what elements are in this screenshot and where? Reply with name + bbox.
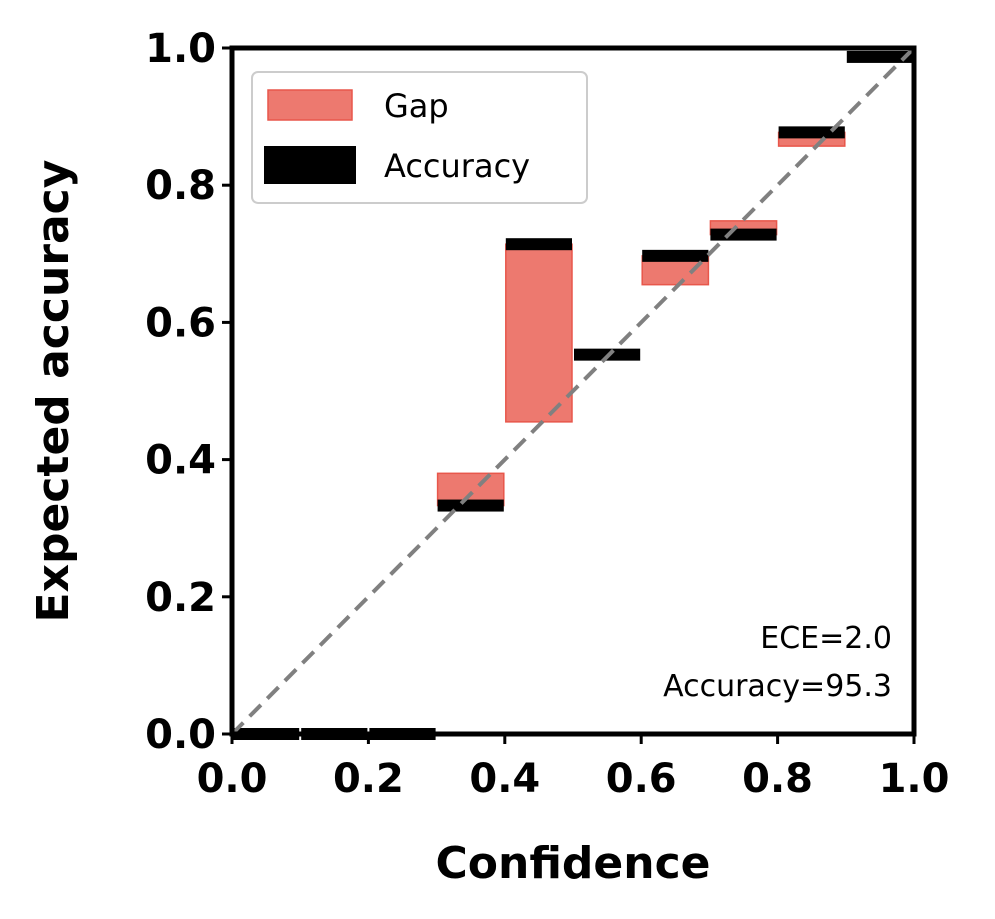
metrics-annotation: ECE=2.0 Accuracy=95.3 <box>663 621 892 704</box>
x-tick-label-3: 0.6 <box>606 756 677 802</box>
y-tick-label-3: 0.6 <box>145 300 216 346</box>
accuracy-bar-7 <box>710 228 777 241</box>
legend-swatch-accuracy <box>264 146 356 184</box>
accuracy-bar-3 <box>437 499 504 512</box>
y-axis-title: Expected accuracy <box>28 160 79 623</box>
x-tick-label-1: 0.2 <box>333 756 404 802</box>
y-tick-label-0: 0.0 <box>145 712 216 758</box>
y-tick-label-5: 1.0 <box>145 26 216 72</box>
y-tick-label-1: 0.2 <box>145 575 216 621</box>
legend-label-accuracy: Accuracy <box>384 147 530 185</box>
y-tick-label-4: 0.8 <box>145 163 216 209</box>
legend-label-gap: Gap <box>384 87 449 125</box>
accuracy-bar-6 <box>642 249 709 262</box>
annotation-line-1: Accuracy=95.3 <box>663 669 892 704</box>
legend-swatch-gap <box>267 89 353 121</box>
accuracy-bar-4 <box>505 238 572 251</box>
gap-bar-4 <box>505 243 573 423</box>
x-tick-label-0: 0.0 <box>197 756 268 802</box>
legend: Gap Accuracy <box>251 71 588 204</box>
axis-ticks: 0.0 0.2 0.4 0.6 0.8 1.0 0.0 0.2 0.4 0.6 0.8 1.0 <box>145 26 949 802</box>
x-tick-label-4: 0.8 <box>742 756 813 802</box>
annotation-line-0: ECE=2.0 <box>760 621 892 656</box>
plot-area <box>229 45 917 740</box>
y-tick-label-2: 0.4 <box>145 438 216 484</box>
axes-frame <box>229 45 917 737</box>
diagonal-reference-line <box>230 46 916 736</box>
x-tick-label-5: 1.0 <box>879 756 950 802</box>
x-axis-title: Confidence <box>435 838 710 889</box>
accuracy-bar-9 <box>846 50 913 63</box>
accuracy-bar-8 <box>778 126 845 139</box>
x-tick-label-2: 0.4 <box>469 756 540 802</box>
